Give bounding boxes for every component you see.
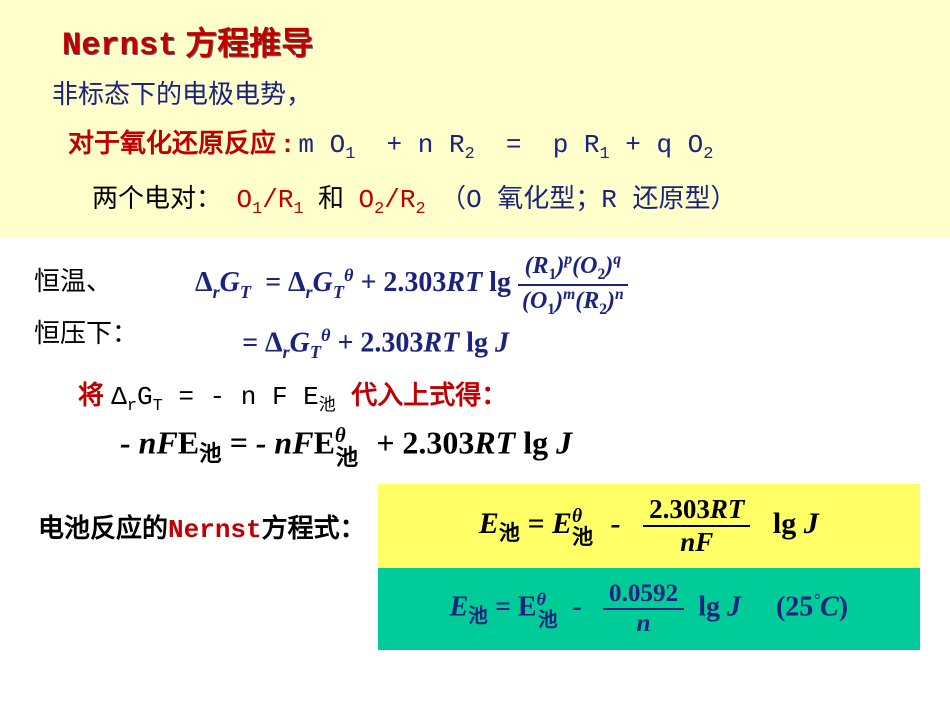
equation-2: - nFE池 = - nFEθ池 + 2.303RT lg J: [120, 424, 920, 468]
line3-pair2: O2/R2: [359, 185, 426, 215]
substitution-line: 将 ΔrGT = - n F E池 代入上式得：: [78, 375, 920, 416]
line3: 两个电对： O1/R1 和 O2/R2 （O 氧化型；R 还原型）: [92, 178, 920, 219]
title-en: Nernst: [62, 27, 177, 64]
bottom-label: 电池反应的Nernst方程式：: [38, 508, 366, 545]
header-box: Nernst 方程推导 非标态下的电极电势， 对于氧化还原反应 : m O1 +…: [0, 0, 950, 237]
title-cn: 方程推导: [185, 25, 313, 61]
bottom-row: 电池反应的Nernst方程式： E池 = Eθ池 - 2.303RT nF lg…: [30, 484, 920, 650]
body-section: 恒温、 恒压下： ΔrGT = ΔrGTθ + 2.303RT lg (R1)p…: [0, 237, 950, 654]
left2: 恒压下：: [34, 318, 138, 348]
line3-pair1: O1/R1: [236, 185, 303, 215]
line2-eq: m O1 + n R2 = p R1 + q O2: [298, 130, 713, 160]
green-equation-box: E池 = Eθ池 - 0.0592 n lg J (25°C): [378, 568, 920, 650]
bottom-label-red: Nernst: [168, 515, 262, 545]
line3-note: （O 氧化型；R 还原型）: [440, 185, 736, 215]
green-fraction: 0.0592 n: [603, 580, 684, 638]
red-suffix: 代入上式得：: [351, 380, 507, 410]
line3-and: 和: [318, 183, 344, 213]
yellow-equation-box: E池 = Eθ池 - 2.303RT nF lg J: [378, 484, 920, 568]
line1: 非标态下的电极电势，: [52, 74, 920, 111]
red-eq: ΔrGT = - n F E池: [111, 382, 351, 412]
left1: 恒温、: [34, 266, 112, 296]
line3-prefix: 两个电对：: [92, 183, 222, 213]
line2-label: 对于氧化还原反应 :: [68, 128, 292, 158]
equation-1: ΔrGT = ΔrGTθ + 2.303RT lg (R1)p(O2)q (O1…: [195, 251, 920, 319]
red-prefix: 将: [78, 380, 104, 410]
left-label: 恒温、 恒压下：: [34, 255, 138, 359]
fraction-1: (R1)p(O2)q (O1)m(R2)n: [518, 251, 628, 319]
line2: 对于氧化还原反应 : m O1 + n R2 = p R1 + q O2: [68, 123, 920, 164]
right-column: E池 = Eθ池 - 2.303RT nF lg J E池 = Eθ池 - 0.…: [378, 484, 920, 650]
equation-1b: = ΔrGTθ + 2.303RT lg J: [242, 325, 920, 363]
title: Nernst 方程推导: [62, 18, 920, 64]
bottom-label-pre: 电池反应的: [38, 513, 168, 543]
bottom-label-post: 方程式：: [262, 513, 366, 543]
yellow-fraction: 2.303RT nF: [643, 494, 750, 558]
